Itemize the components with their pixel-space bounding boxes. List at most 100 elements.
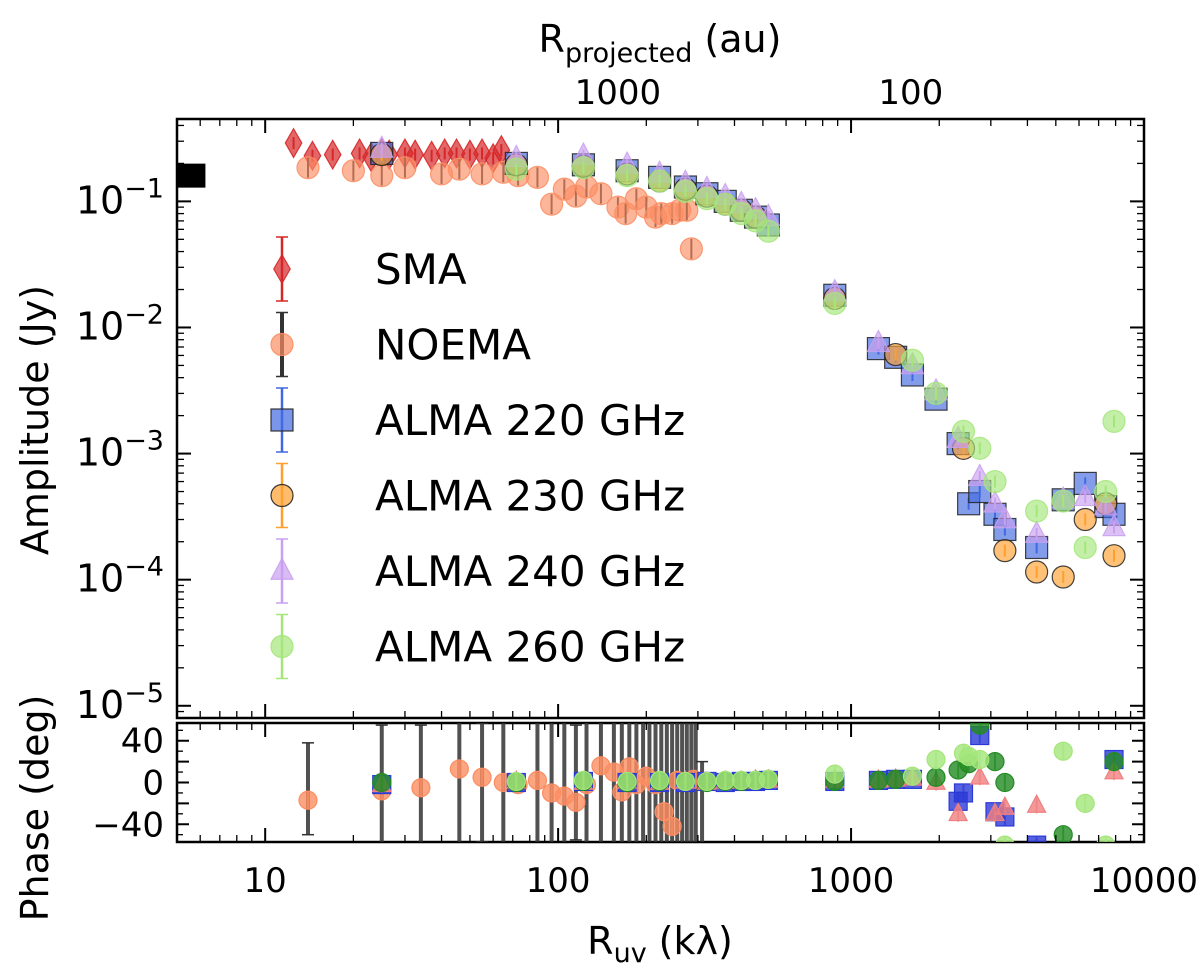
data-point — [372, 772, 392, 793]
legend-label: ALMA 220 GHz — [375, 396, 685, 445]
bottom-axis-label-main: R — [587, 919, 613, 963]
data-point — [571, 156, 596, 180]
data-point — [647, 169, 672, 193]
data-point — [1102, 544, 1126, 568]
data-point — [1024, 520, 1049, 543]
legend-marker — [270, 557, 294, 580]
data-point — [573, 770, 594, 791]
data-point — [447, 157, 471, 181]
x-tick-label: 1000 — [808, 861, 895, 901]
data-point — [1075, 793, 1095, 813]
data-point — [900, 348, 925, 372]
amplitude-axis-label: Amplitude (Jy) — [13, 285, 57, 555]
data-point — [948, 802, 969, 822]
data-point — [449, 759, 469, 779]
data-point — [675, 771, 696, 792]
data-point — [983, 469, 1007, 494]
data-point — [1093, 492, 1118, 516]
y-tick-label-base: 10 — [76, 683, 124, 727]
data-point — [341, 159, 365, 183]
legend-marker — [270, 483, 294, 508]
data-point — [823, 291, 847, 316]
legend-label: NOEMA — [375, 321, 531, 370]
data-point — [1096, 835, 1115, 842]
data-point — [970, 749, 990, 770]
top-tick-label: 100 — [878, 73, 943, 113]
y-tick-label: 10−5 — [76, 678, 164, 727]
data-point — [1102, 513, 1127, 537]
phase-axis-label: Phase (deg) — [13, 695, 57, 922]
amplitude-marks — [177, 127, 1127, 589]
data-point — [983, 489, 1007, 513]
data-point — [370, 164, 394, 188]
legend-label: ALMA 260 GHz — [375, 623, 685, 672]
amplitude-plot-frame — [175, 117, 1146, 720]
bottom-axis-label: Ruv (kλ) — [587, 919, 733, 968]
data-point — [1073, 483, 1098, 507]
data-point — [673, 179, 698, 203]
data-point — [1051, 565, 1075, 589]
data-point — [902, 766, 923, 786]
phase-y-tick-label: 0 — [142, 764, 164, 804]
legend-label: ALMA 230 GHz — [375, 472, 685, 521]
legend-marker — [273, 253, 291, 285]
data-point — [472, 767, 492, 787]
data-point — [1025, 499, 1049, 523]
y-tick-label: 10−1 — [76, 173, 164, 222]
data-point — [1053, 741, 1073, 761]
data-point — [1073, 535, 1097, 560]
legend-label: ALMA 240 GHz — [375, 547, 685, 596]
data-point — [527, 770, 548, 791]
data-point — [1027, 835, 1047, 842]
data-point — [654, 802, 674, 822]
legend-marker — [270, 332, 294, 357]
data-point — [924, 381, 948, 406]
y-tick-label: 10−2 — [76, 299, 164, 348]
x-tick-label: 10000 — [1090, 861, 1198, 901]
data-point — [1053, 825, 1073, 842]
y-tick-label-exponent: −5 — [124, 678, 164, 709]
y-tick-label-exponent: −2 — [124, 299, 164, 330]
phase-y-tick-label: −40 — [92, 805, 164, 845]
data-point — [1094, 479, 1118, 504]
data-point — [951, 419, 976, 443]
data-point — [617, 771, 637, 792]
data-point — [968, 436, 992, 460]
series-noema — [296, 156, 703, 261]
data-point — [995, 772, 1015, 793]
data-point — [662, 816, 682, 836]
phase-y-tick-label: 40 — [121, 722, 164, 762]
top-axis-label-unit: (au) — [704, 17, 781, 61]
data-point — [926, 767, 946, 787]
bottom-axis-label-sub: uv — [614, 938, 647, 968]
data-point — [615, 164, 639, 188]
data-point — [323, 139, 342, 171]
y-tick-label-base: 10 — [76, 178, 124, 222]
top-axis-label: Rprojected (au) — [539, 17, 782, 69]
y-tick-label-base: 10 — [76, 557, 124, 601]
data-point — [926, 749, 946, 770]
x-tick-label: 100 — [526, 861, 591, 901]
y-tick-label-base: 10 — [76, 431, 124, 475]
data-point — [953, 783, 974, 803]
data-point — [284, 127, 303, 159]
data-point — [1073, 507, 1097, 532]
phase-series-alma-260-ghz — [506, 741, 1115, 842]
y-tick-label-base: 10 — [76, 304, 124, 348]
y-tick-label-exponent: −3 — [124, 426, 164, 457]
legend-label: SMA — [375, 245, 467, 294]
data-point — [970, 723, 990, 735]
data-point — [1051, 489, 1075, 513]
data-point — [825, 764, 845, 784]
phase-series-alma-220-ghz — [372, 725, 1124, 842]
data-point — [369, 135, 394, 158]
data-point — [866, 329, 891, 353]
data-point — [886, 769, 906, 789]
data-point — [679, 237, 703, 261]
legend: SMA NOEMA ALMA 220 GHz ALMA 230 GHz ALMA 240… — [270, 236, 685, 680]
data-point — [296, 156, 320, 180]
series-alma-260-ghz — [504, 156, 1126, 560]
data-point — [994, 795, 1015, 815]
legend-marker — [270, 634, 294, 659]
